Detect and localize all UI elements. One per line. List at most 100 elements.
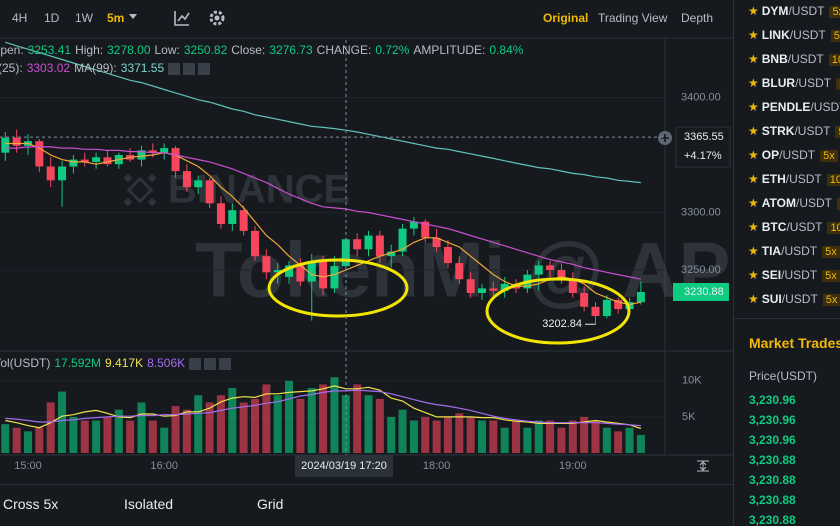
favorite-star[interactable]: ★	[748, 220, 759, 234]
add-alert-icon[interactable]	[661, 134, 669, 142]
legend-icon[interactable]	[198, 62, 211, 75]
volume-bar	[591, 420, 600, 453]
info-value: 0.84%	[489, 43, 524, 57]
favorite-star[interactable]: ★	[748, 4, 759, 18]
trade-price: 3,230.96	[749, 393, 796, 407]
settings-icon[interactable]	[208, 9, 226, 27]
view-tab-active[interactable]: Original	[543, 11, 589, 25]
favorite-star[interactable]: ★	[748, 268, 759, 282]
candle-body	[296, 265, 305, 282]
candle-body	[387, 251, 396, 257]
side-panel: Market Trades Price(USDT) ★DYM/USDT5x★LI…	[733, 0, 840, 526]
info-label: Close:	[231, 43, 266, 57]
candle-body	[534, 265, 543, 275]
legend-icon[interactable]	[204, 357, 217, 370]
margin-tab[interactable]: Grid	[257, 496, 284, 512]
market-row[interactable]: ★DYM/USDT 5x	[748, 4, 840, 18]
candle-body	[273, 270, 282, 273]
y-tick-label: 3400.00	[681, 91, 721, 103]
market-base: STRK	[761, 124, 795, 138]
market-base: DYM	[761, 4, 789, 18]
reset-icon[interactable]	[697, 460, 709, 472]
crosshair-time-box	[295, 455, 393, 477]
favorite-star[interactable]: ★	[748, 76, 759, 90]
favorite-star[interactable]: ★	[748, 172, 759, 186]
market-leverage: 5x	[822, 294, 840, 306]
volume-bar	[46, 402, 55, 453]
ma-value: 3371.55	[120, 61, 165, 75]
margin-tab[interactable]: Isolated	[124, 496, 174, 512]
candle-body	[614, 299, 623, 310]
margin-tab[interactable]: Cross 5x	[3, 496, 59, 512]
volume-bar	[478, 420, 486, 453]
candle-body	[46, 166, 55, 181]
market-quote: /USDT	[781, 268, 818, 282]
market-row[interactable]: ★ETH/USDT 10x	[748, 172, 840, 186]
interval[interactable]: 4H	[12, 11, 28, 25]
view-tab[interactable]: Trading View	[598, 11, 668, 25]
ohlc-info: Open:3253.41High:3278.00Low:3250.82Close…	[0, 43, 527, 57]
legend-icon[interactable]	[189, 357, 202, 370]
favorite-star[interactable]: ★	[748, 28, 759, 42]
candle-body	[398, 228, 407, 252]
volume-bar	[58, 391, 67, 453]
volume-bar	[375, 398, 384, 453]
market-base: BTC	[761, 220, 787, 234]
interval[interactable]: 1W	[75, 11, 93, 25]
market-row[interactable]: ★BLUR/USDT 5x	[748, 76, 840, 90]
market-quote: /USDT	[781, 244, 818, 258]
candle-body	[421, 221, 430, 238]
market-row[interactable]: ★ OP/USDT 5x	[748, 148, 838, 162]
highlight-ellipse	[485, 277, 631, 345]
favorite-star[interactable]: ★	[748, 52, 759, 66]
indicator-icon[interactable]	[173, 9, 191, 27]
volume-bar	[489, 420, 498, 453]
candle-body	[330, 266, 339, 289]
market-row[interactable]: ★BNB/USDT 10x	[748, 52, 840, 66]
market-row[interactable]: ★LINK/USDT 5x	[748, 28, 840, 42]
market-row[interactable]: ★ SUI/USDT 5x	[748, 292, 840, 306]
market-quote: /USDT	[810, 100, 840, 114]
volume-bar	[625, 427, 634, 453]
candle-body	[35, 141, 44, 167]
legend-icon[interactable]	[168, 62, 181, 75]
interval[interactable]: 1D	[44, 11, 60, 25]
market-quote: /USDT	[788, 4, 825, 18]
candle-body	[364, 235, 373, 250]
legend-icon[interactable]	[183, 62, 196, 75]
favorite-star[interactable]: ★	[748, 124, 759, 138]
volume-bar	[239, 402, 248, 453]
candle-body	[12, 137, 21, 146]
legend-icon[interactable]	[219, 357, 232, 370]
favorite-star[interactable]: ★	[748, 196, 759, 210]
candle-body	[319, 260, 328, 289]
market-leverage: 5x	[830, 30, 840, 42]
market-row[interactable]: ★ SEI/USDT 5x	[748, 268, 840, 282]
market-base: LINK	[761, 28, 790, 42]
dropdown-icon[interactable]	[128, 13, 138, 21]
interval-active[interactable]: 5m	[107, 11, 125, 25]
favorite-star[interactable]: ★	[748, 244, 759, 258]
volume-bar	[319, 384, 328, 453]
candle-body	[500, 283, 509, 291]
view-tab[interactable]: Depth	[681, 11, 714, 25]
favorite-star[interactable]: ★	[748, 100, 759, 114]
candle-body	[160, 148, 169, 153]
favorite-star[interactable]: ★	[748, 292, 759, 306]
info-label: Low:	[154, 43, 180, 57]
market-row[interactable]: ★BTC/USDT 10x	[748, 220, 840, 234]
volume-bar	[409, 420, 418, 453]
volume-bar	[262, 384, 271, 453]
market-row[interactable]: ★ TIA/USDT 5x	[748, 244, 840, 258]
info-label: CHANGE:	[316, 43, 372, 57]
market-base: PENDLE	[761, 100, 811, 114]
favorite-star[interactable]: ★	[748, 148, 759, 162]
y-tick-label: 5K	[682, 411, 696, 423]
candle-body	[546, 265, 555, 270]
candle-body	[455, 263, 464, 280]
y-tick-label: 3300.00	[681, 206, 721, 218]
market-row[interactable]: ★STRK/USDT 5x	[748, 124, 840, 138]
volume-bar	[205, 402, 214, 453]
